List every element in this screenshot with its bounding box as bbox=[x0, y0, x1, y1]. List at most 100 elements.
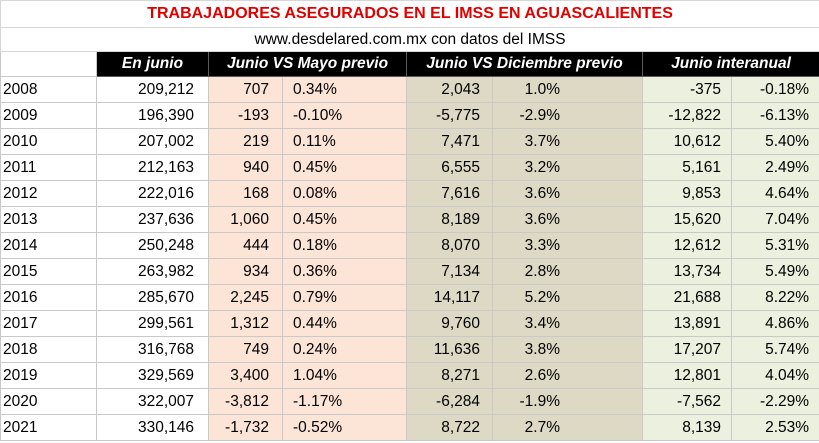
vs-mayo-pct-cell: 0.45% bbox=[282, 154, 407, 181]
table-row: 2017 299,561 1,312 0.44% 9,760 3.4% 13,891 4.86… bbox=[0, 310, 819, 337]
vs-mayo-cell: -3,812 bbox=[208, 388, 283, 415]
table-row: 2019 329,569 3,400 1.04% 8,271 2.6% 12,801 4.04… bbox=[0, 362, 819, 389]
interanual-pct-cell: 2.49% bbox=[730, 154, 819, 181]
vs-diciembre-cell: 7,616 bbox=[406, 180, 493, 207]
table-row: 2012 222,016 168 0.08% 7,616 3.6% 9,853 4.64% bbox=[0, 180, 819, 207]
table-row: 2009 196,390 -193 -0.10% -5,775 -2.9% -12,822-… bbox=[0, 102, 819, 129]
vs-diciembre-cell: 7,134 bbox=[406, 258, 493, 285]
year-cell: 2008 bbox=[0, 76, 97, 103]
year-cell: 2016 bbox=[0, 284, 97, 311]
table-row: 2020 322,007 -3,812 -1.17% -6,284 -1.9% -7,562… bbox=[0, 388, 819, 415]
vs-diciembre-cell: -5,775 bbox=[406, 102, 493, 129]
header-junio-vs-diciembre: Junio VS Diciembre previo bbox=[406, 51, 643, 77]
vs-diciembre-cell: 8,189 bbox=[406, 206, 493, 233]
vs-mayo-pct-cell: 1.04% bbox=[282, 362, 407, 389]
table-row: 2021 330,146 -1,732 -0.52% 8,722 2.7% 8,139 2.5… bbox=[0, 414, 819, 441]
interanual-pct-cell: -6.13% bbox=[730, 102, 819, 129]
vs-diciembre-pct-cell: 3.3% bbox=[492, 232, 643, 259]
interanual-pct-cell: 5.31% bbox=[730, 232, 819, 259]
en-junio-cell: 316,768 bbox=[96, 336, 209, 363]
table-row: 2018 316,768 749 0.24% 11,636 3.8% 17,207 5.74% bbox=[0, 336, 819, 363]
vs-diciembre-pct-cell: -2.9% bbox=[492, 102, 643, 129]
vs-diciembre-cell: 11,636 bbox=[406, 336, 493, 363]
interanual-pct-cell: -0.18% bbox=[730, 76, 819, 103]
vs-diciembre-cell: 8,722 bbox=[406, 414, 493, 441]
interanual-pct-cell: 4.86% bbox=[730, 310, 819, 337]
year-cell: 2020 bbox=[0, 388, 97, 415]
interanual-pct-cell: 5.74% bbox=[730, 336, 819, 363]
year-cell: 2017 bbox=[0, 310, 97, 337]
vs-diciembre-cell: 7,471 bbox=[406, 128, 493, 155]
year-cell: 2011 bbox=[0, 154, 97, 181]
vs-diciembre-pct-cell: 1.0% bbox=[492, 76, 643, 103]
interanual-cell: 9,853 bbox=[642, 180, 732, 207]
vs-mayo-cell: 444 bbox=[208, 232, 283, 259]
interanual-cell: 5,161 bbox=[642, 154, 732, 181]
vs-diciembre-pct-cell: 2.8% bbox=[492, 258, 643, 285]
interanual-cell: 17,207 bbox=[642, 336, 732, 363]
interanual-pct-cell: 7.04% bbox=[730, 206, 819, 233]
interanual-cell: -7,562 bbox=[642, 388, 732, 415]
en-junio-cell: 250,248 bbox=[96, 232, 209, 259]
vs-mayo-cell: 219 bbox=[208, 128, 283, 155]
interanual-cell: 15,620 bbox=[642, 206, 732, 233]
vs-diciembre-pct-cell: 2.7% bbox=[492, 414, 643, 441]
vs-mayo-cell: 940 bbox=[208, 154, 283, 181]
vs-diciembre-pct-cell: 3.7% bbox=[492, 128, 643, 155]
vs-mayo-pct-cell: -1.17% bbox=[282, 388, 407, 415]
en-junio-cell: 329,569 bbox=[96, 362, 209, 389]
year-cell: 2013 bbox=[0, 206, 97, 233]
interanual-pct-cell: -2.29% bbox=[730, 388, 819, 415]
interanual-cell: 12,612 bbox=[642, 232, 732, 259]
interanual-pct-cell: 4.64% bbox=[730, 180, 819, 207]
en-junio-cell: 209,212 bbox=[96, 76, 209, 103]
header-junio-vs-mayo: Junio VS Mayo previo bbox=[208, 51, 407, 77]
en-junio-cell: 299,561 bbox=[96, 310, 209, 337]
interanual-cell: 12,801 bbox=[642, 362, 732, 389]
header-junio-interanual: Junio interanual bbox=[641, 51, 819, 77]
interanual-pct-cell: 5.49% bbox=[730, 258, 819, 285]
year-cell: 2019 bbox=[0, 362, 97, 389]
vs-mayo-pct-cell: 0.44% bbox=[282, 310, 407, 337]
table-body: 2008 209,212 707 0.34% 2,043 1.0% -375 -0.18% 20… bbox=[0, 76, 819, 441]
vs-mayo-cell: 707 bbox=[208, 76, 283, 103]
year-cell: 2018 bbox=[0, 336, 97, 363]
table-row: 2015 263,982 934 0.36% 7,134 2.8% 13,734 5.49% bbox=[0, 258, 819, 285]
interanual-pct-cell: 4.04% bbox=[730, 362, 819, 389]
interanual-cell: 21,688 bbox=[642, 284, 732, 311]
table-row: 2011 212,163 940 0.45% 6,555 3.2% 5,161 2.49% bbox=[0, 154, 819, 181]
table-row: 2008 209,212 707 0.34% 2,043 1.0% -375 -0.18% bbox=[0, 76, 819, 103]
vs-diciembre-pct-cell: 3.4% bbox=[492, 310, 643, 337]
vs-mayo-pct-cell: 0.08% bbox=[282, 180, 407, 207]
vs-mayo-cell: 934 bbox=[208, 258, 283, 285]
interanual-cell: 13,734 bbox=[642, 258, 732, 285]
vs-diciembre-cell: -6,284 bbox=[406, 388, 493, 415]
vs-mayo-cell: 168 bbox=[208, 180, 283, 207]
en-junio-cell: 322,007 bbox=[96, 388, 209, 415]
vs-mayo-cell: 1,312 bbox=[208, 310, 283, 337]
year-cell: 2015 bbox=[0, 258, 97, 285]
vs-mayo-cell: 1,060 bbox=[208, 206, 283, 233]
vs-mayo-pct-cell: 0.45% bbox=[282, 206, 407, 233]
en-junio-cell: 212,163 bbox=[96, 154, 209, 181]
year-cell: 2014 bbox=[0, 232, 97, 259]
vs-mayo-cell: 3,400 bbox=[208, 362, 283, 389]
vs-mayo-pct-cell: 0.24% bbox=[282, 336, 407, 363]
en-junio-cell: 196,390 bbox=[96, 102, 209, 129]
vs-mayo-cell: 749 bbox=[208, 336, 283, 363]
vs-diciembre-pct-cell: 3.8% bbox=[492, 336, 643, 363]
en-junio-cell: 237,636 bbox=[96, 206, 209, 233]
vs-diciembre-cell: 8,070 bbox=[406, 232, 493, 259]
table-row: 2014 250,248 444 0.18% 8,070 3.3% 12,612 5.31% bbox=[0, 232, 819, 259]
year-cell: 2012 bbox=[0, 180, 97, 207]
vs-diciembre-pct-cell: 5.2% bbox=[492, 284, 643, 311]
interanual-cell: 13,891 bbox=[642, 310, 732, 337]
vs-diciembre-cell: 8,271 bbox=[406, 362, 493, 389]
interanual-cell: 10,612 bbox=[642, 128, 732, 155]
vs-diciembre-pct-cell: 2.6% bbox=[492, 362, 643, 389]
vs-diciembre-cell: 14,117 bbox=[406, 284, 493, 311]
vs-mayo-cell: -193 bbox=[208, 102, 283, 129]
table-row: 2010 207,002 219 0.11% 7,471 3.7% 10,612 5.40% bbox=[0, 128, 819, 155]
table-row: 2016 285,670 2,245 0.79% 14,117 5.2% 21,688 8.2… bbox=[0, 284, 819, 311]
